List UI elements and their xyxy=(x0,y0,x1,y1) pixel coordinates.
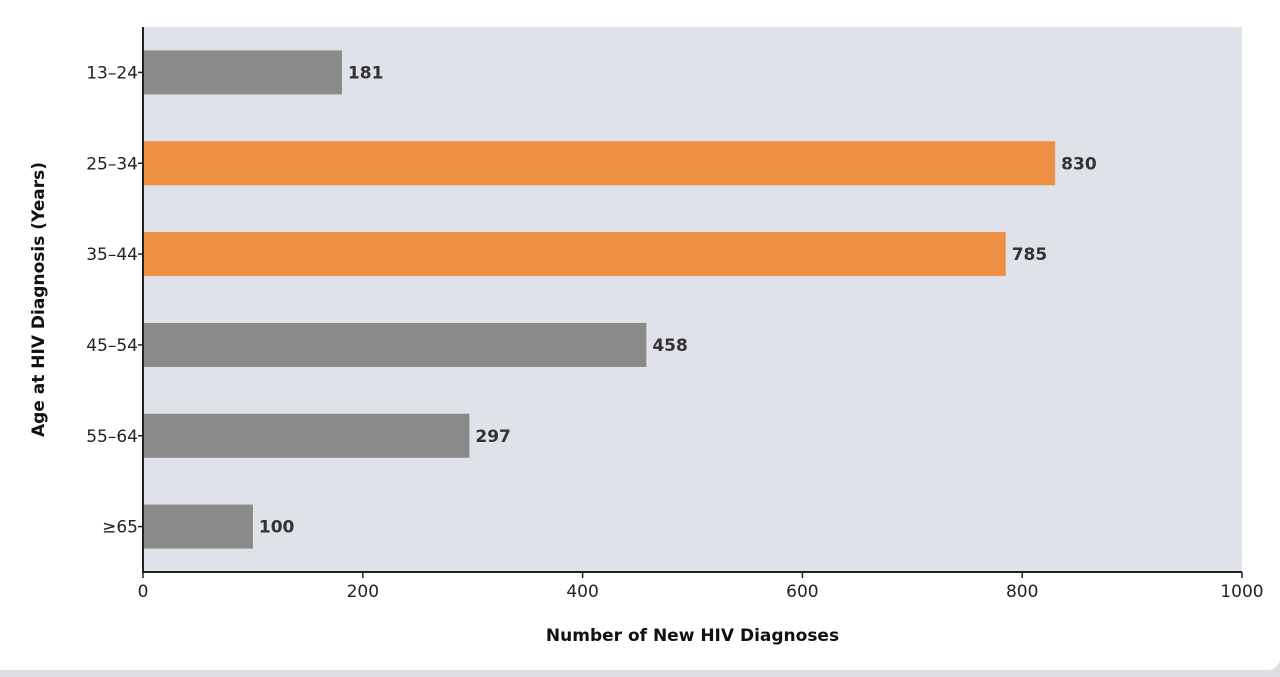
bar-3 xyxy=(143,322,647,367)
x-tick-label: 800 xyxy=(1006,582,1038,602)
value-label: 458 xyxy=(652,336,688,356)
y-tick-label: 35–44 xyxy=(86,245,138,265)
value-label: 181 xyxy=(348,63,384,83)
x-tick-label: 600 xyxy=(786,582,818,602)
y-tick-label: 45–54 xyxy=(86,336,138,356)
value-label: 785 xyxy=(1012,245,1048,265)
plot-background xyxy=(143,27,1242,572)
y-tick-label: 55–64 xyxy=(86,427,138,447)
x-axis-title: Number of New HIV Diagnoses xyxy=(546,626,839,646)
bar-2 xyxy=(143,232,1006,277)
x-tick-label: 1000 xyxy=(1220,582,1263,602)
bar-0 xyxy=(143,50,342,95)
value-label: 100 xyxy=(259,518,295,538)
x-tick-label: 400 xyxy=(566,582,598,602)
y-tick-label: 13–24 xyxy=(86,63,138,83)
y-tick-label: ≥65 xyxy=(102,518,138,538)
bar-4 xyxy=(143,413,470,458)
value-label: 297 xyxy=(475,427,511,447)
x-tick-label: 200 xyxy=(347,582,379,602)
y-axis-title: Age at HIV Diagnosis (Years) xyxy=(29,162,49,437)
value-label: 830 xyxy=(1061,154,1097,174)
bar-5 xyxy=(143,504,253,549)
y-tick-label: 25–34 xyxy=(86,154,138,174)
bar-1 xyxy=(143,141,1056,186)
x-tick-label: 0 xyxy=(138,582,149,602)
